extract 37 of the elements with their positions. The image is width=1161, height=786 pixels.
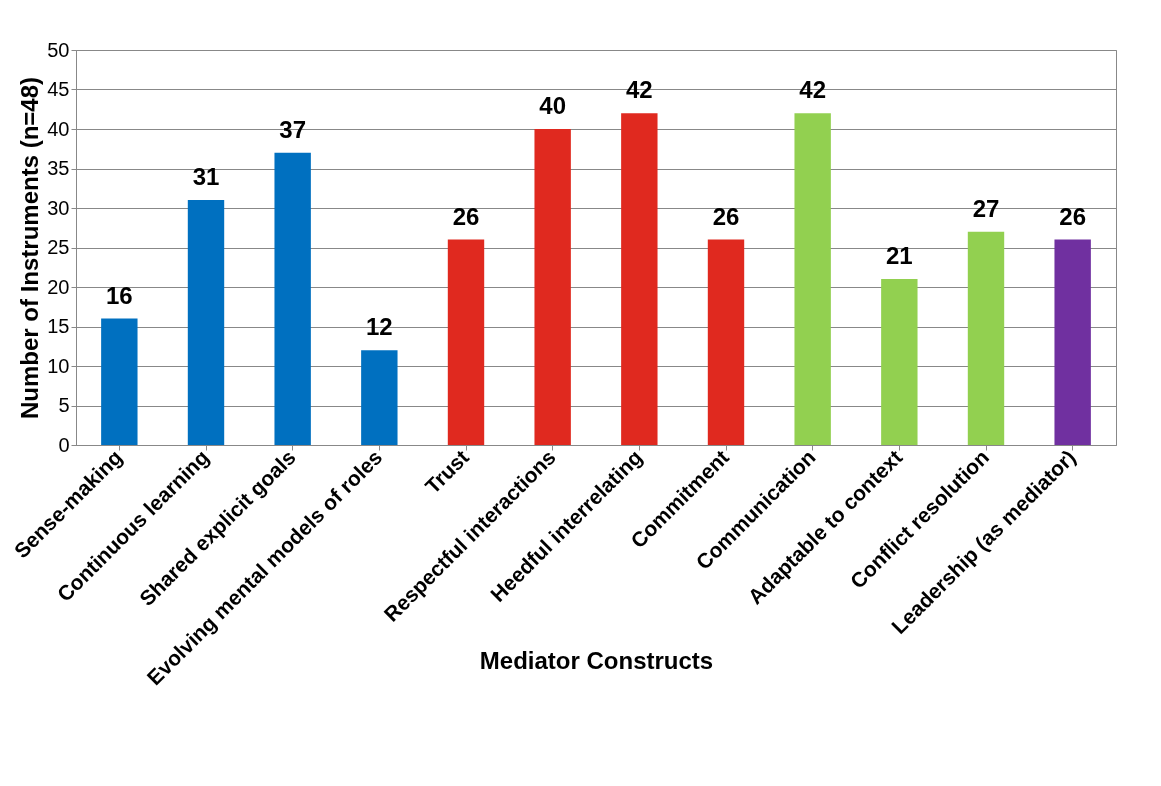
bar	[447, 239, 485, 445]
bar	[881, 279, 918, 445]
y-tick-label: 15	[47, 315, 70, 337]
y-tick-label: 20	[47, 275, 70, 298]
y-tick-label: 40	[47, 117, 70, 140]
x-axis-title: Mediator Constructs	[479, 646, 714, 674]
y-tick-label: 35	[47, 157, 70, 179]
y-tick-label: 50	[47, 38, 70, 61]
data-label: 42	[799, 76, 827, 104]
bar	[101, 318, 138, 445]
data-label: 37	[279, 115, 307, 143]
data-label: 27	[972, 194, 1000, 222]
data-label: 26	[1059, 202, 1087, 230]
bar	[534, 129, 571, 445]
bar	[1054, 239, 1091, 445]
y-axis-title: Number of Instruments (n=48)	[16, 76, 44, 420]
y-tick-label: 5	[58, 394, 70, 416]
data-label: 21	[885, 242, 913, 270]
bar	[707, 239, 745, 445]
bar	[794, 113, 831, 445]
y-tick-label: 45	[47, 78, 70, 100]
y-tick-label: 0	[58, 433, 70, 456]
data-label: 40	[539, 92, 567, 119]
y-tick-label: 25	[47, 236, 70, 258]
data-label: 42	[625, 76, 653, 104]
y-tick-label: 10	[47, 354, 70, 377]
bar	[361, 350, 398, 445]
bar	[967, 231, 1005, 445]
data-label: 12	[365, 313, 393, 341]
data-label: 26	[452, 202, 480, 230]
data-label: 16	[105, 281, 133, 309]
bar	[621, 113, 658, 445]
bar	[187, 200, 225, 445]
y-tick-label: 30	[47, 196, 70, 219]
data-label: 26	[712, 202, 740, 230]
bar	[274, 152, 311, 445]
data-label: 31	[192, 163, 220, 191]
